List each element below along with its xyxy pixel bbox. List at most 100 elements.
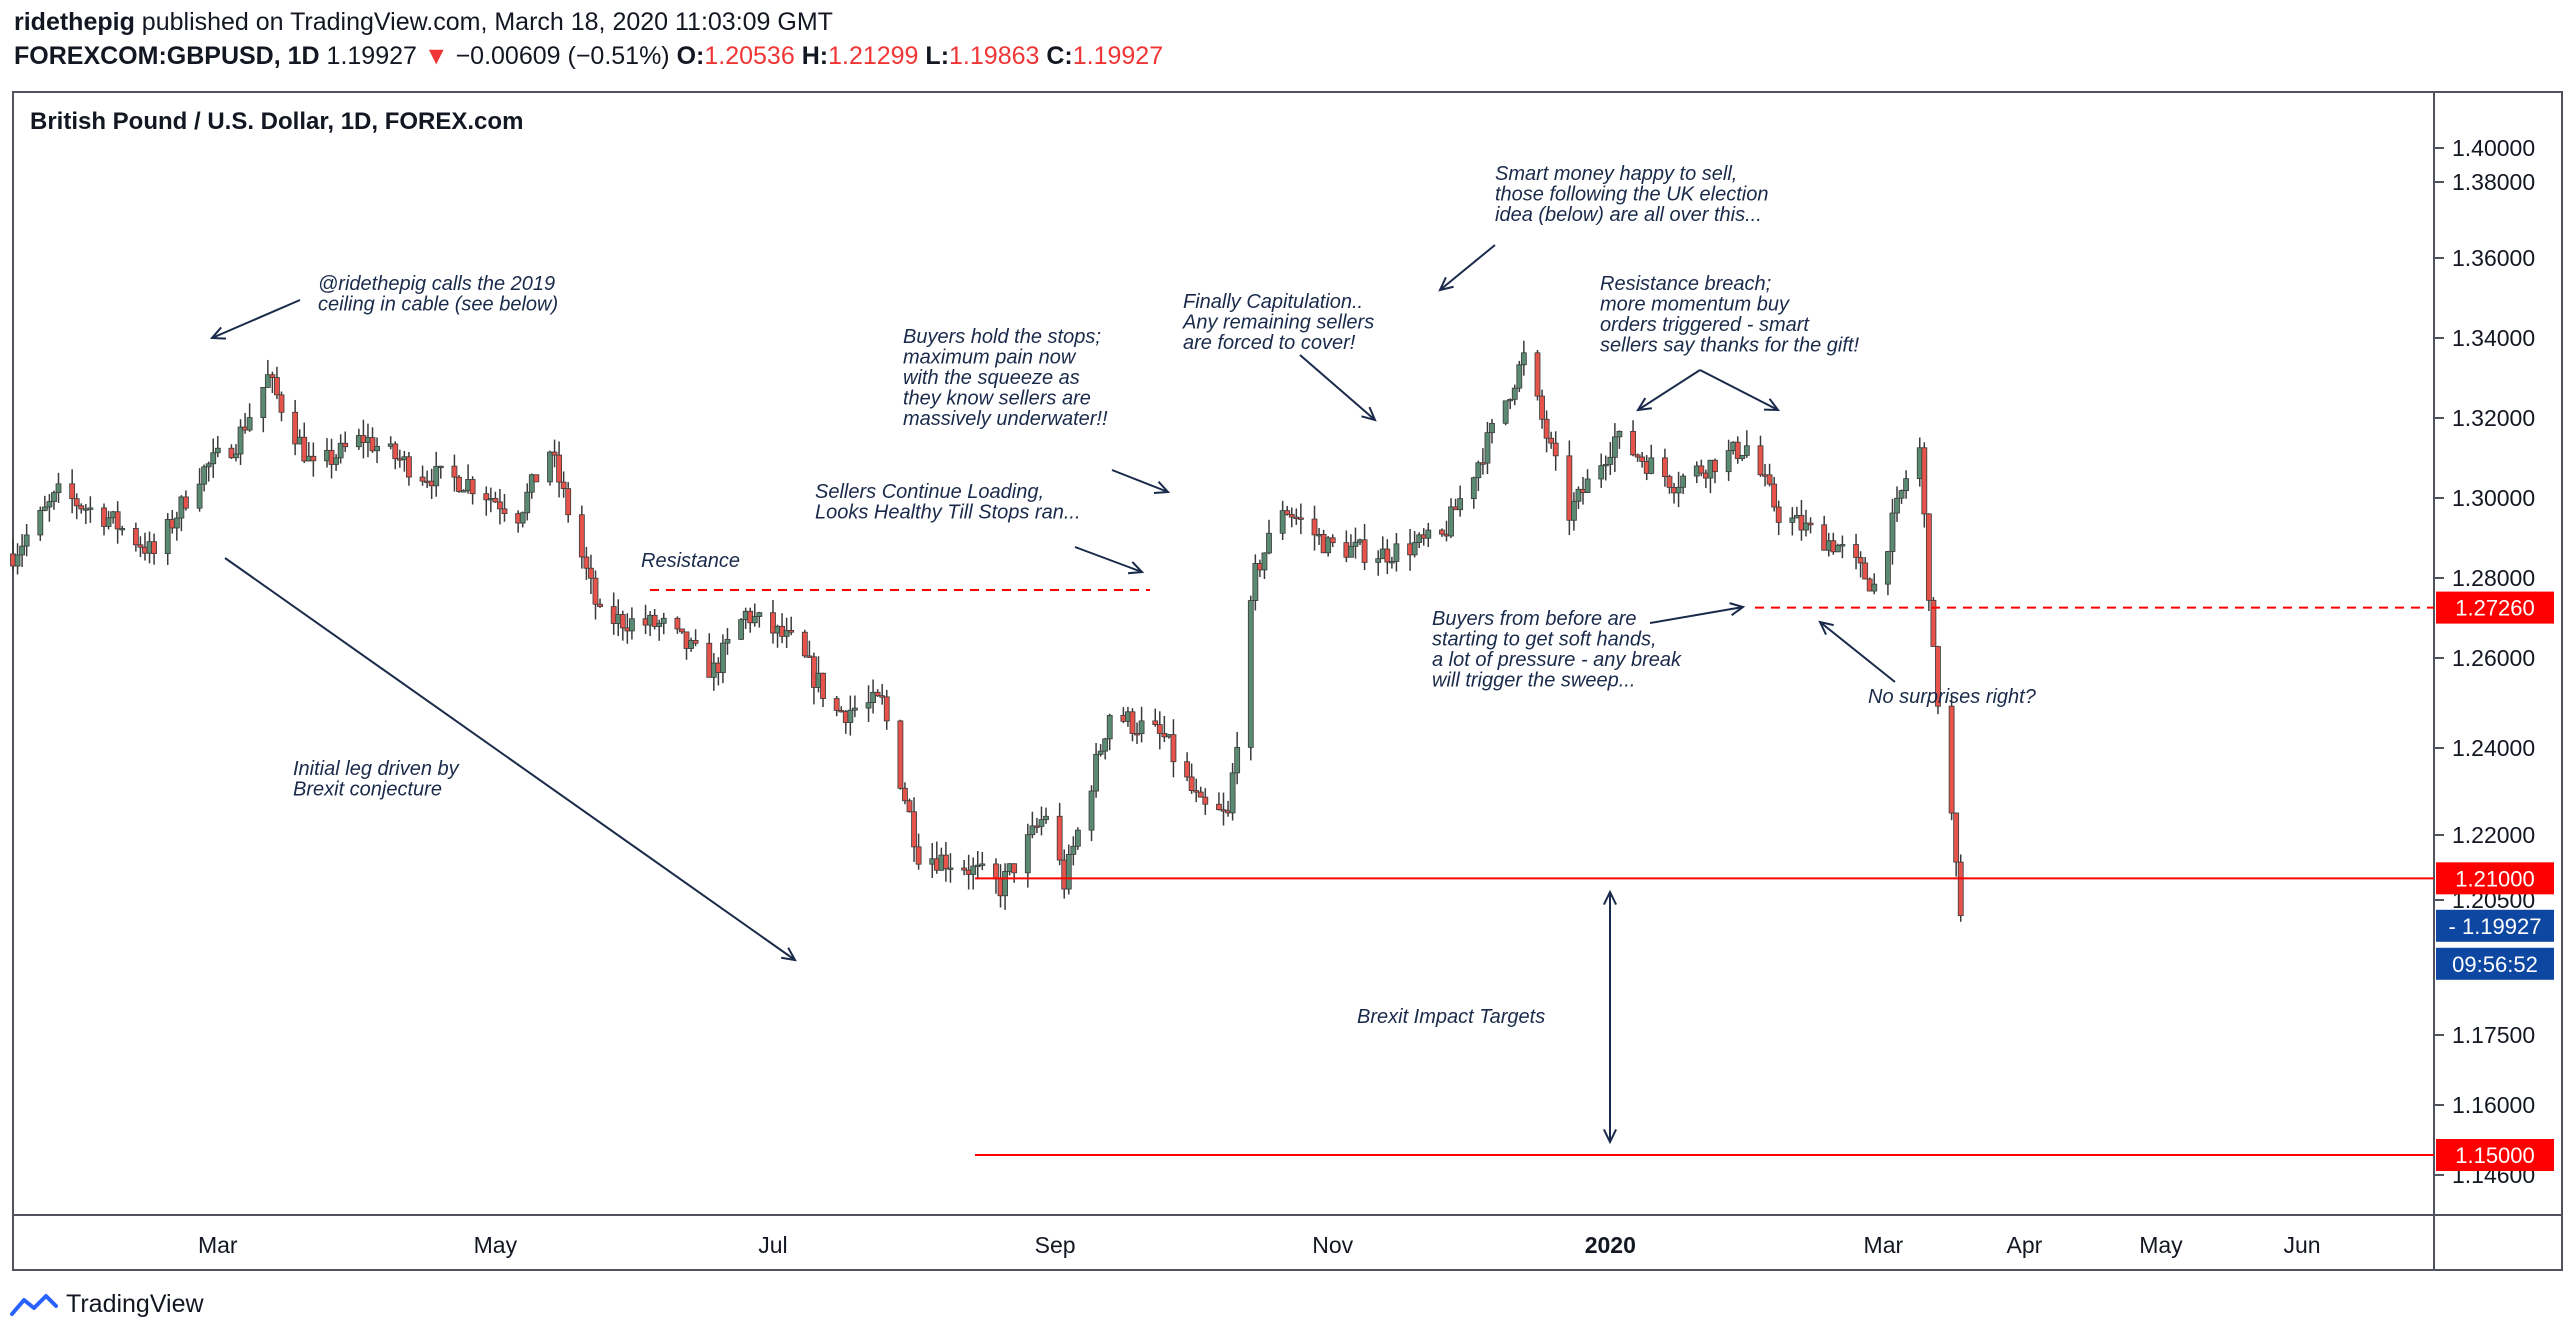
candle-body — [19, 545, 26, 556]
candle-body — [274, 377, 280, 396]
candle-body — [1712, 459, 1718, 473]
candle-body — [751, 616, 758, 624]
candle-body — [1885, 551, 1891, 585]
candle-body — [1348, 545, 1354, 558]
countdown-tag — [2436, 947, 2554, 980]
candle-body — [151, 541, 157, 555]
candle-body — [1297, 517, 1304, 520]
candle-body — [1803, 522, 1809, 531]
chart-area[interactable]: British Pound / U.S. Dollar, 1D, FOREX.c… — [0, 0, 2574, 1290]
arrow-line — [1649, 606, 1744, 624]
candle-body — [460, 490, 467, 493]
candle-body — [883, 696, 890, 722]
candle-body — [1384, 548, 1391, 563]
arrow-line — [224, 557, 796, 961]
annotation-text: more momentum buy — [1600, 294, 1790, 316]
time-tick-label: May — [2139, 1232, 2183, 1258]
annotation-text: they know sellers are — [903, 388, 1091, 410]
candle-body — [1266, 532, 1272, 554]
annotation-text: Brexit Impact Targets — [1357, 1006, 1545, 1028]
candle-body — [1138, 720, 1145, 735]
arrow-head — [1153, 481, 1171, 495]
annotation-text: ceiling in cable (see below) — [318, 294, 558, 316]
candle-body — [1024, 834, 1031, 874]
candle-body — [738, 619, 745, 640]
annotation-text: Resistance — [641, 550, 740, 572]
annotation-text: @ridethepig calls the 2019 — [318, 273, 555, 295]
levels-layer — [650, 589, 2434, 1156]
price-tick-label: 1.40000 — [2452, 135, 2535, 161]
price-tick-label: 1.36000 — [2452, 245, 2535, 271]
candle-body — [1489, 422, 1495, 434]
candle-body — [1216, 803, 1222, 811]
arrow-line — [1699, 369, 1779, 411]
price-tag — [2436, 1139, 2554, 1171]
candle-body — [37, 509, 44, 536]
candle-body — [196, 483, 203, 509]
candle-body — [41, 506, 48, 511]
annotation-text: Initial leg driven by — [293, 758, 460, 780]
arrow-head — [1127, 561, 1145, 575]
annotation-text: Buyers hold the stops; — [903, 326, 1101, 348]
candle-body — [1279, 510, 1286, 534]
annotation-text: starting to get soft hands, — [1432, 629, 1657, 651]
arrow-head — [1603, 1128, 1617, 1145]
candle-body — [1074, 829, 1081, 847]
arrow-head — [1729, 602, 1746, 616]
candle-body — [1871, 583, 1878, 592]
candle-body — [770, 612, 776, 634]
price-tag-label: - 1.19927 — [2449, 914, 2542, 939]
candle-body — [679, 628, 685, 633]
author-name[interactable]: ridethepig — [14, 8, 135, 36]
candle-body — [164, 519, 171, 555]
time-tick-label: Mar — [198, 1232, 238, 1258]
footer-brand[interactable]: TradingView — [10, 1290, 204, 1319]
candle-body — [183, 496, 189, 509]
arrow-head — [209, 326, 227, 340]
annotation-text: Resistance breach; — [1600, 273, 1771, 295]
candle-body — [1252, 563, 1259, 601]
arrow-line — [1439, 244, 1496, 291]
candle-body — [1134, 733, 1140, 736]
candle-body — [660, 617, 667, 624]
candle-body — [1552, 442, 1559, 457]
candle-body — [1539, 395, 1545, 420]
candle-body — [756, 612, 763, 617]
candle-body — [1739, 455, 1746, 459]
candle-body — [524, 491, 531, 514]
annotation-text: No surprises right? — [1868, 686, 2037, 708]
candle-body — [483, 493, 490, 501]
candle-body — [337, 442, 344, 459]
candle-body — [688, 640, 694, 649]
candle-body — [1411, 542, 1418, 556]
price-tag-label: 1.21000 — [2455, 866, 2535, 891]
candle-body — [214, 447, 221, 454]
candle-body — [1011, 863, 1018, 874]
price-tag-label: 1.27260 — [2455, 596, 2535, 621]
annotation-text: Any remaining sellers — [1182, 312, 1374, 334]
candle-body — [851, 707, 858, 711]
candle-body — [406, 456, 412, 478]
symbol-label: FOREXCOM:GBPUSD, 1D — [14, 42, 320, 70]
annotation-text: with the squeeze as — [903, 367, 1080, 389]
arrow-line — [1074, 546, 1143, 573]
candle-body — [451, 465, 458, 478]
time-axis[interactable]: Mar May Jul Sep Nov 2020 Mar Apr May Jun — [198, 1232, 2321, 1258]
candle-body — [1571, 500, 1577, 521]
published-text: published on TradingView.com, March 18, … — [141, 8, 833, 36]
candle-body — [1188, 776, 1195, 791]
candle-body — [1329, 537, 1336, 544]
publish-line: ridethepig published on TradingView.com,… — [14, 8, 833, 37]
annotation-text: orders triggered - smart — [1600, 314, 1810, 336]
arrow-head — [1763, 398, 1781, 412]
candle-body — [456, 476, 462, 492]
candle-body — [1507, 398, 1514, 402]
low-label: L: — [925, 42, 950, 70]
time-tick-label: Jun — [2283, 1232, 2320, 1258]
price-tag — [2436, 909, 2554, 942]
candle-body — [1470, 477, 1477, 499]
candle-body — [301, 436, 308, 462]
candle-body — [1029, 825, 1036, 836]
candle-body — [1502, 400, 1509, 424]
candle-body — [1393, 543, 1400, 562]
